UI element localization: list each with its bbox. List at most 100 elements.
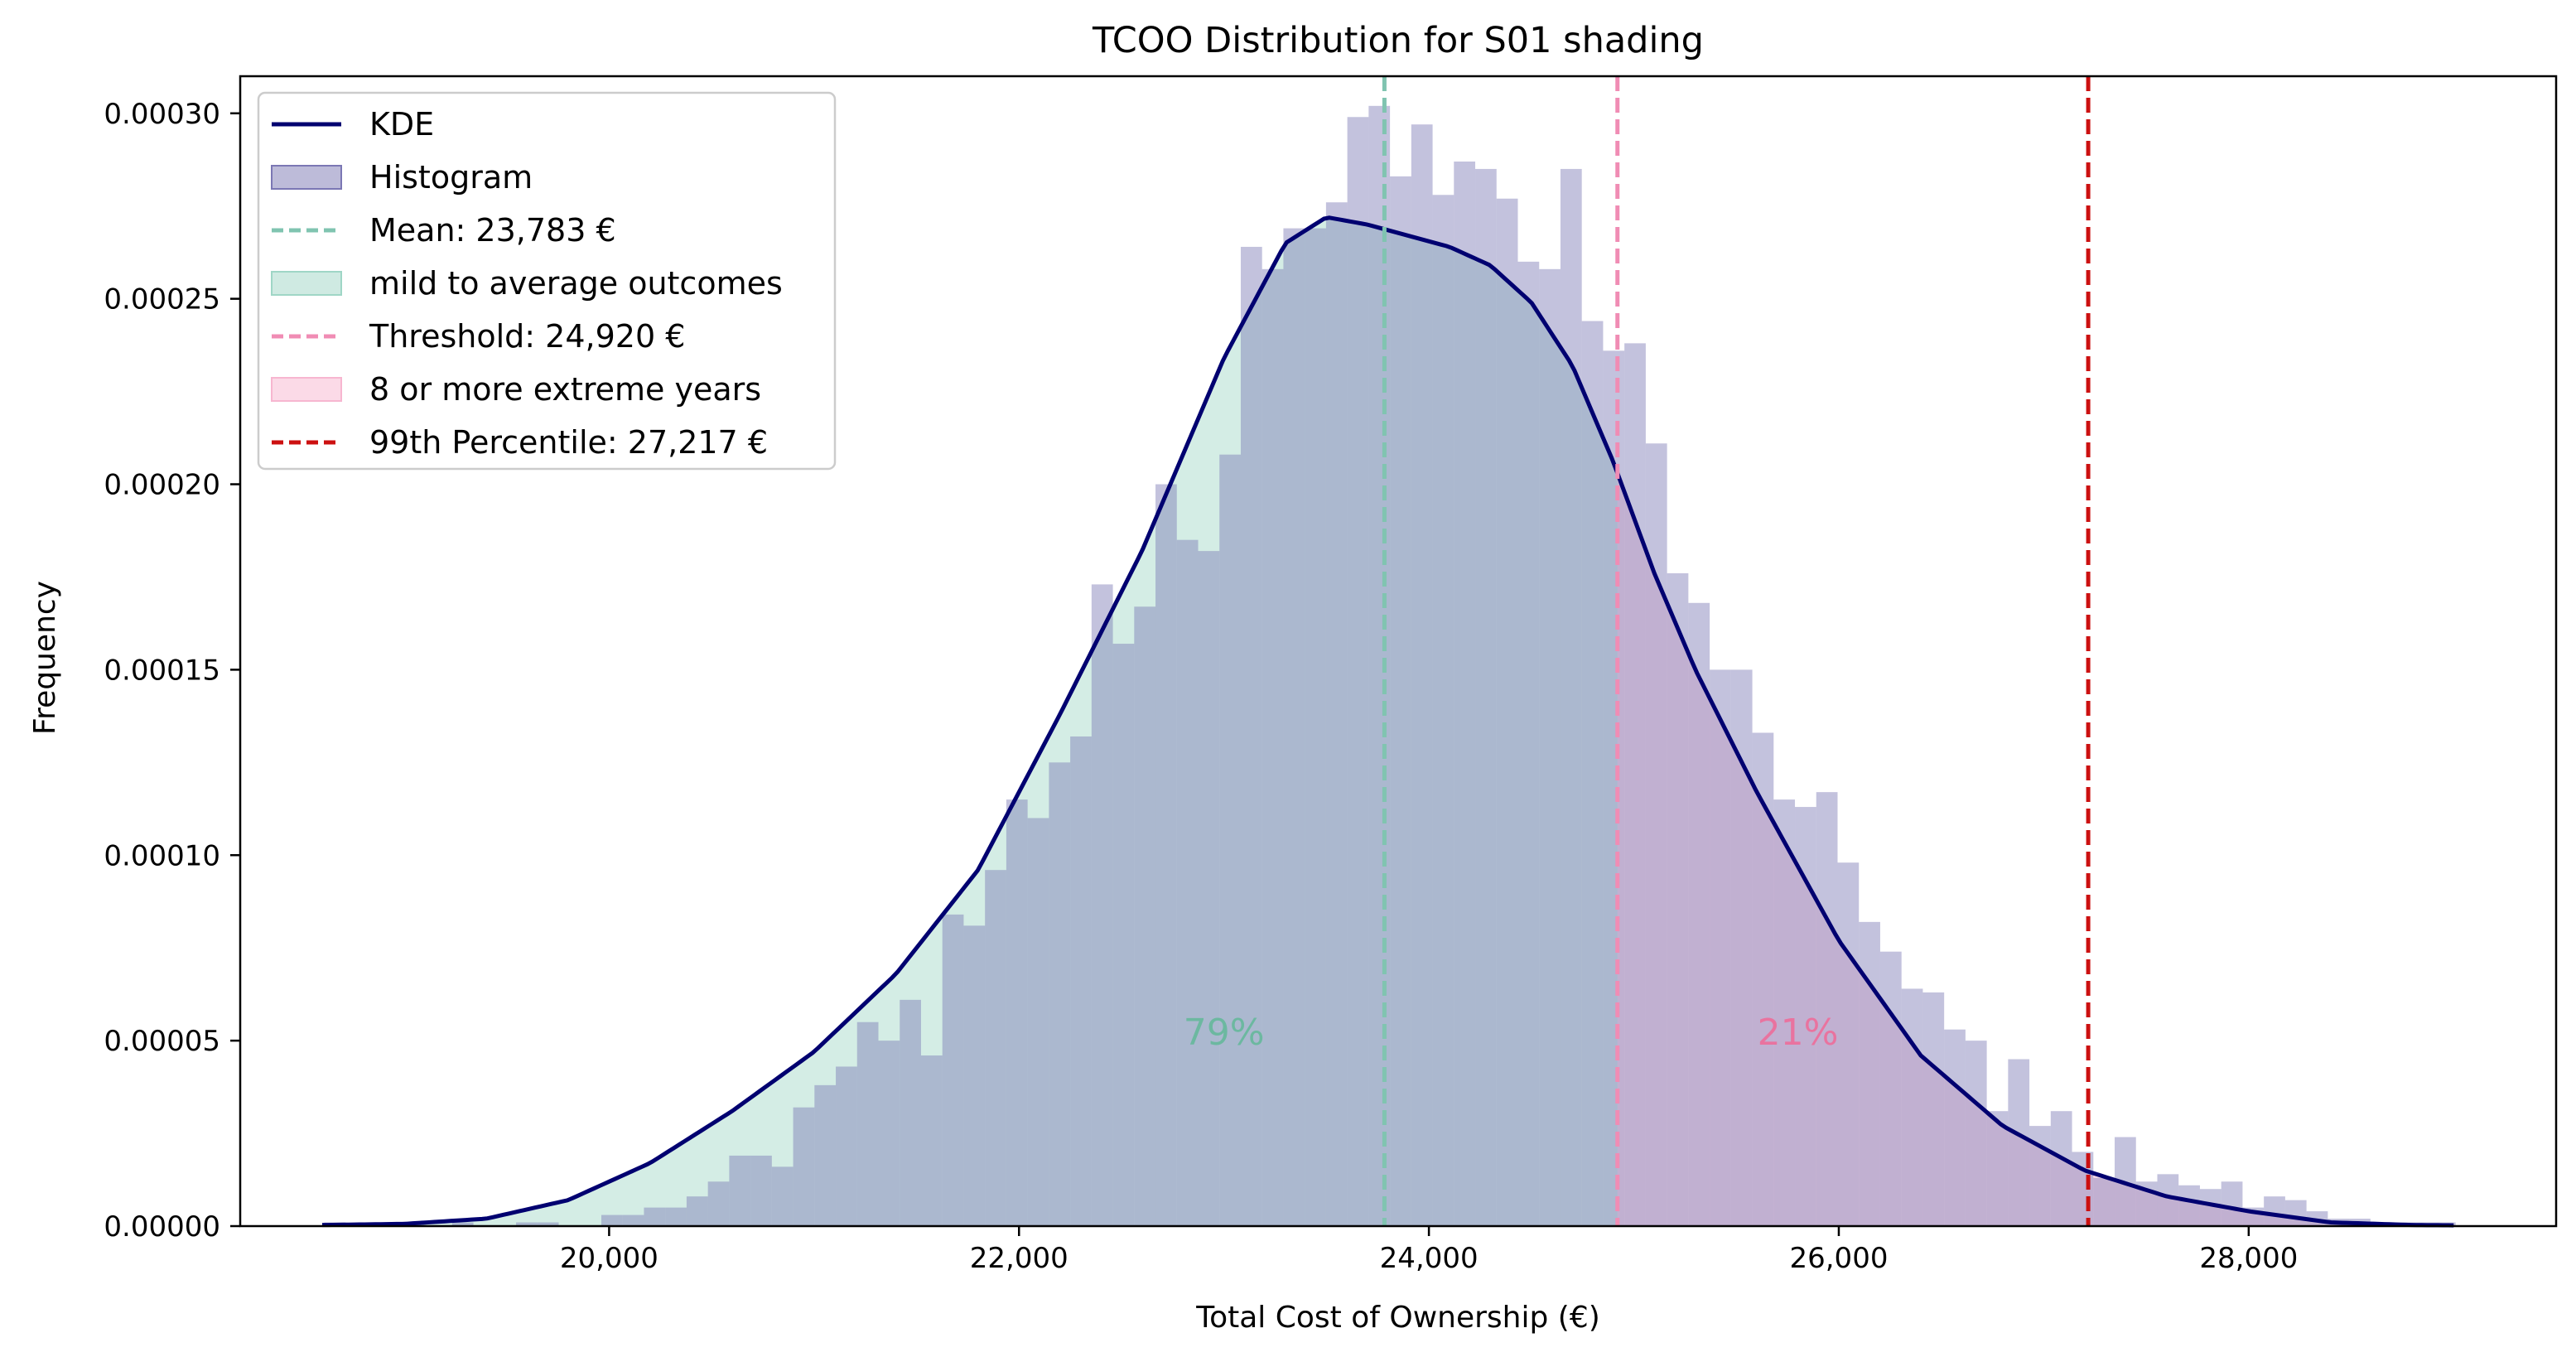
histogram-bar <box>622 1215 644 1226</box>
histogram-bar <box>686 1196 708 1226</box>
histogram-bar <box>707 1181 730 1226</box>
histogram-bar <box>729 1155 751 1226</box>
histogram-bar <box>2093 1177 2115 1226</box>
histogram-bar <box>2157 1174 2179 1226</box>
histogram-bar <box>516 1222 538 1226</box>
legend-extreme-region: 8 or more extreme years <box>271 371 761 408</box>
chart-title: TCOO Distribution for S01 shading <box>1092 20 1704 61</box>
histogram-bar <box>1070 736 1092 1226</box>
y-tick-label: 0.00020 <box>104 469 220 502</box>
legend-kde: KDE <box>272 106 434 142</box>
x-tick-label: 22,000 <box>970 1242 1069 1275</box>
histogram-bar <box>1901 988 1923 1226</box>
legend-p99-label: 99th Percentile: 27,217 € <box>369 424 768 461</box>
histogram-bar <box>1879 951 1902 1226</box>
histogram-bar <box>1730 669 1753 1226</box>
histogram-bar <box>1603 350 1625 1226</box>
legend-p99: 99th Percentile: 27,217 € <box>272 424 768 461</box>
percent-label-mild: 79% <box>1184 1012 1265 1054</box>
x-axis-label: Total Cost of Ownership (€) <box>1195 1301 1600 1335</box>
axes: 20,000 22,000 24,000 26,000 28,000 0.00000 0.0… <box>104 75 2558 1275</box>
histogram-bar <box>793 1107 815 1226</box>
histogram-bar <box>1581 321 1604 1227</box>
histogram-bar <box>1240 246 1262 1226</box>
histogram-bar <box>2264 1196 2285 1226</box>
histogram-bar <box>537 1222 559 1226</box>
histogram-bar <box>878 1041 900 1226</box>
histogram-bar <box>1965 1041 1987 1226</box>
histogram-bar <box>1710 669 1731 1226</box>
histogram-bar <box>1539 268 1561 1226</box>
histogram-bar <box>920 1055 943 1226</box>
histogram-bar <box>665 1207 687 1226</box>
histogram-bar <box>1475 168 1497 1226</box>
histogram-bar <box>1027 818 1049 1226</box>
legend-mean: Mean: 23,783 € <box>272 212 616 249</box>
histogram-bar <box>1688 602 1710 1226</box>
legend-kde-label: KDE <box>369 106 434 142</box>
histogram-bar <box>1986 1111 2009 1226</box>
percent-label-extreme: 21% <box>1758 1012 1839 1054</box>
histogram-bar <box>1454 161 1476 1226</box>
legend-mild-region-swatch <box>271 271 342 296</box>
histogram-bar <box>1305 228 1326 1226</box>
legend-extreme-region-swatch <box>271 377 342 402</box>
x-tick-label: 28,000 <box>2199 1242 2298 1275</box>
histogram-bar <box>1667 572 1689 1226</box>
histogram-bar <box>1432 195 1454 1226</box>
histogram-bar <box>1112 644 1135 1226</box>
histogram-bar <box>1283 228 1305 1226</box>
y-tick-label: 0.00025 <box>104 283 220 316</box>
legend-threshold-label: Threshold: 24,920 € <box>369 318 685 355</box>
histogram-bar <box>856 1021 879 1226</box>
histogram-bar <box>1219 454 1241 1226</box>
x-tick-label: 20,000 <box>560 1242 658 1275</box>
legend-threshold: Threshold: 24,920 € <box>272 318 685 355</box>
x-tick-label: 26,000 <box>1789 1242 1888 1275</box>
histogram-bar <box>1155 484 1177 1226</box>
histogram-bar <box>1176 539 1199 1226</box>
histogram-bar <box>1496 198 1518 1226</box>
histogram-bar <box>1560 168 1582 1226</box>
histogram-bar <box>1944 1029 1966 1226</box>
histogram-bar <box>814 1084 837 1226</box>
legend-histogram-swatch <box>271 165 342 190</box>
legend-histogram-label: Histogram <box>369 159 533 196</box>
histogram-bar <box>750 1155 772 1226</box>
histogram-bar <box>1198 551 1220 1226</box>
plot-area: 79% 21% <box>321 76 2456 1228</box>
shaded-region-extreme <box>1617 473 2454 1226</box>
histogram-bar <box>1134 606 1156 1226</box>
legend-histogram: Histogram <box>271 159 533 196</box>
legend-extreme-region-label: 8 or more extreme years <box>369 371 761 408</box>
histogram-bar <box>1390 176 1411 1226</box>
histogram-bar <box>1922 992 1945 1226</box>
histogram-bar <box>1261 268 1284 1226</box>
y-tick-label: 0.00010 <box>104 839 220 872</box>
histogram-bar <box>985 870 1006 1226</box>
legend: KDE Histogram Mean: 23,783 € mild to averag… <box>257 91 837 471</box>
y-tick-label: 0.00015 <box>104 654 220 687</box>
legend-box <box>257 91 837 471</box>
histogram-bar <box>451 1222 474 1226</box>
histogram-bar <box>601 1215 623 1226</box>
histogram-bar <box>1347 117 1369 1227</box>
legend-mild-region: mild to average outcomes <box>271 265 783 302</box>
y-axis-label: Frequency <box>28 581 62 735</box>
histogram-bar <box>1517 261 1540 1226</box>
histogram-bar <box>2178 1185 2200 1226</box>
histogram-bar <box>1006 799 1028 1226</box>
legend-mild-region-label: mild to average outcomes <box>369 265 783 302</box>
histogram-bar <box>1859 921 1880 1226</box>
kde-line <box>321 215 2454 1228</box>
histogram-bar <box>836 1066 857 1226</box>
histogram-bar <box>1411 124 1433 1227</box>
plot-frame <box>239 75 2558 1228</box>
histogram-bar <box>1368 105 1391 1227</box>
histogram-bar <box>1091 584 1113 1226</box>
histogram-bar <box>2008 1059 2030 1226</box>
histogram-bar <box>771 1166 794 1226</box>
histogram-bar <box>2221 1181 2243 1226</box>
